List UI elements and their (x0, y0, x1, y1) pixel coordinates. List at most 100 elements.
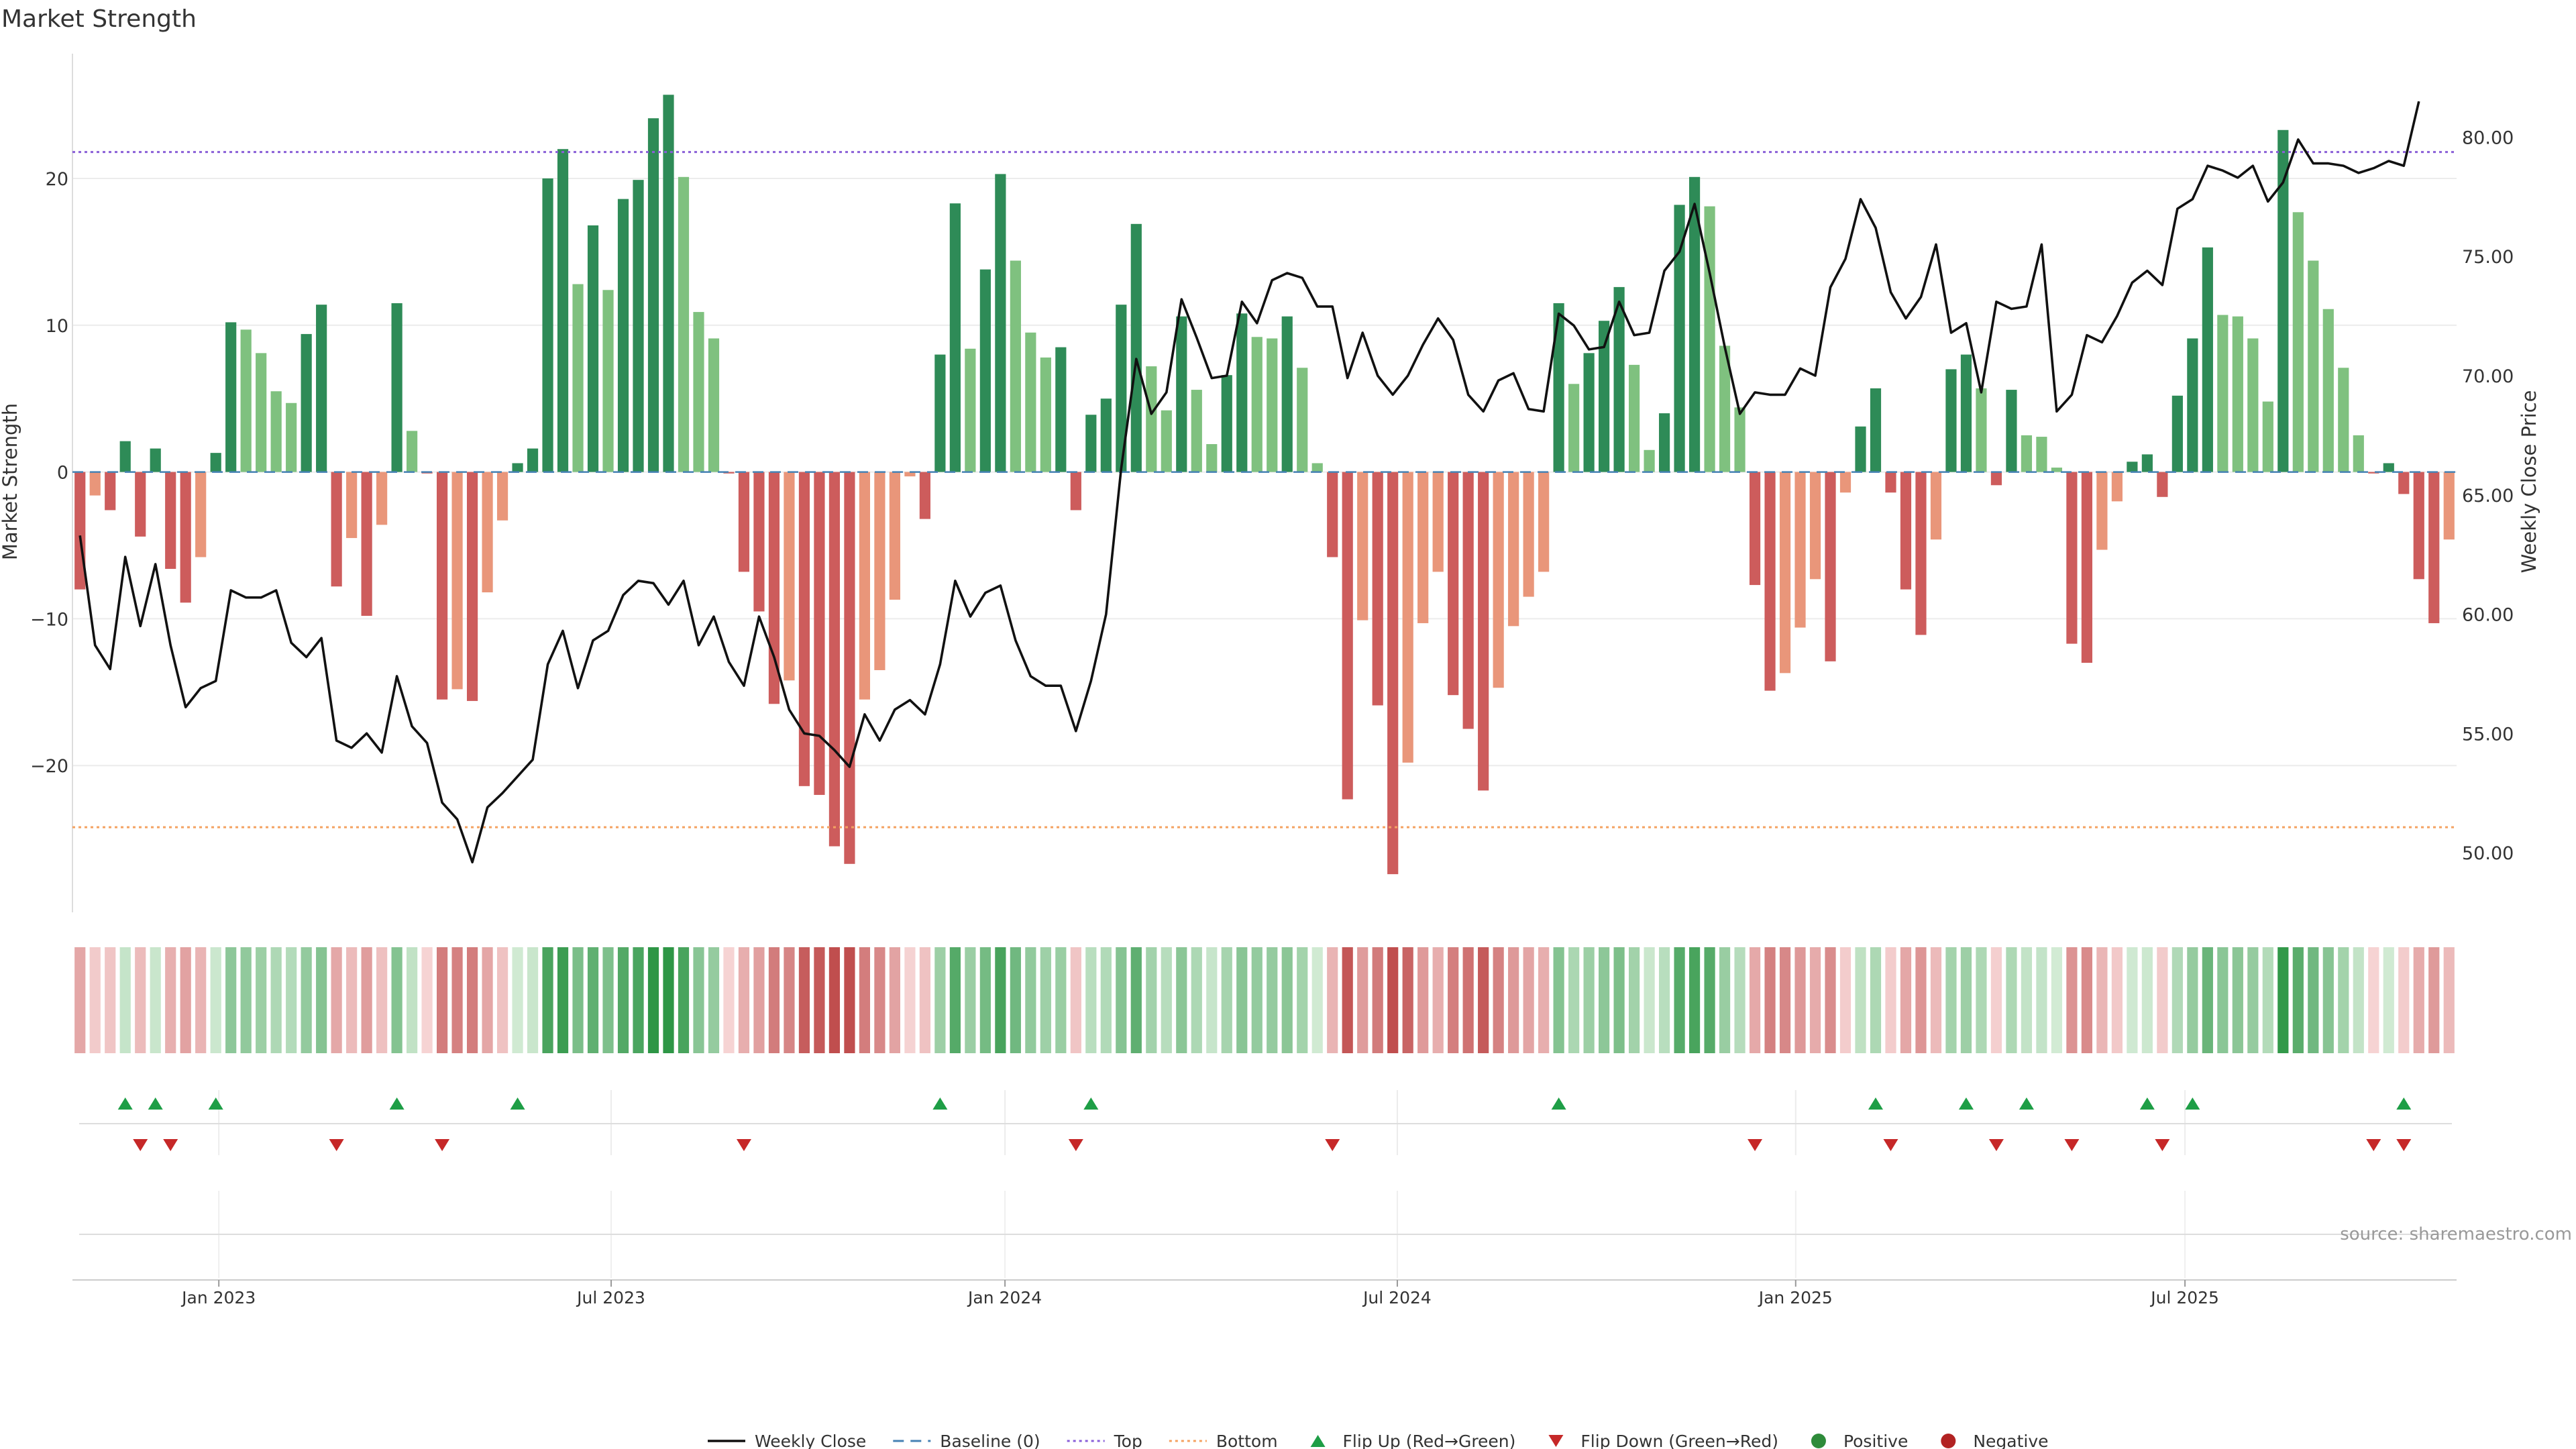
strength-bar (301, 333, 312, 472)
strength-bar (1085, 415, 1097, 472)
heat-cell (1297, 947, 1308, 1053)
strength-bar (1960, 354, 1972, 472)
heat-cell (346, 947, 358, 1053)
main-panel: −20 −10 0 10 20 50.00 55.00 60.00 65.00 70.00 75.0… (30, 54, 2514, 912)
strength-bar (2036, 437, 2047, 472)
heat-cell (768, 947, 780, 1053)
strength-bar (496, 472, 508, 521)
heat-cell (874, 947, 885, 1053)
strength-bar (965, 348, 976, 472)
y2-tick-label: 70.00 (2462, 366, 2514, 387)
strength-bar (376, 472, 388, 525)
strength-bar (2202, 247, 2213, 472)
heat-cell (466, 947, 478, 1053)
strength-bar (542, 178, 553, 472)
heat-cell (1327, 947, 1338, 1053)
legend-item: Flip Down (Green→Red) (1548, 1432, 1778, 1449)
flip-down-marker (1988, 1139, 2004, 1151)
heat-cell (316, 947, 327, 1053)
flip-up-marker (148, 1097, 163, 1110)
strength-bar (1704, 206, 1715, 472)
strength-bar (165, 472, 176, 569)
flip-up-marker (1083, 1097, 1099, 1110)
heat-cell (1267, 947, 1278, 1053)
heat-cell (2081, 947, 2093, 1053)
strength-bar (2006, 390, 2017, 472)
strength-bar (89, 472, 101, 496)
heat-cell (602, 947, 614, 1053)
heat-cell (633, 947, 644, 1053)
heat-cell (2383, 947, 2394, 1053)
flip-up-marker (117, 1097, 133, 1110)
strength-bar (1583, 353, 1595, 472)
strength-bar (270, 391, 282, 472)
strength-bar (1809, 472, 1821, 580)
y-tick-label: −10 (30, 609, 68, 630)
legend-item: Bottom (1169, 1432, 1278, 1449)
flip-up-marker (389, 1097, 405, 1110)
heat-cell (1990, 947, 2002, 1053)
flip-up-marker (208, 1097, 223, 1110)
flip-up-marker (1868, 1097, 1883, 1110)
strength-bar (2232, 316, 2243, 472)
y2-tick-label: 80.00 (2462, 127, 2514, 148)
heat-cell (361, 947, 372, 1053)
strength-bar (2262, 401, 2273, 472)
flip-up-marker (2139, 1097, 2155, 1110)
empty-sub-panel (79, 1191, 2452, 1278)
strength-bar (1538, 472, 1550, 572)
heat-cell (527, 947, 539, 1053)
strength-bar (2157, 472, 2168, 497)
heat-cell (2202, 947, 2213, 1053)
heat-cell (1010, 947, 1021, 1053)
strength-bar (2428, 472, 2440, 623)
legend-item: Weekly Close (708, 1432, 866, 1449)
strength-bar (874, 472, 885, 670)
heat-cell (135, 947, 146, 1053)
strength-bar (1100, 398, 1112, 472)
heat-cell (256, 947, 267, 1053)
heat-cell (74, 947, 86, 1053)
strength-bar (527, 448, 539, 472)
heat-cell (376, 947, 388, 1053)
heat-cell (587, 947, 599, 1053)
heat-cell (2157, 947, 2168, 1053)
heat-cell (1085, 947, 1097, 1053)
strength-bar (451, 472, 463, 690)
strength-bar (1930, 472, 1942, 540)
strength-bar (904, 472, 916, 477)
heat-cell (2428, 947, 2440, 1053)
flip-down-marker (1325, 1139, 1340, 1151)
heat-cell (2066, 947, 2078, 1053)
heat-cell (1613, 947, 1625, 1053)
x-tick-label: Jul 2025 (2149, 1288, 2219, 1307)
legend-item: Positive (1811, 1432, 1908, 1449)
strength-bar (1191, 390, 1202, 472)
strength-bar (2021, 435, 2033, 472)
heat-cell (1116, 947, 1127, 1053)
heat-cell (2398, 947, 2410, 1053)
heat-cell (693, 947, 704, 1053)
heat-cell (723, 947, 735, 1053)
strength-bar (1900, 472, 1912, 590)
strength-bar (2308, 260, 2319, 472)
strength-bar (995, 174, 1006, 472)
x-tick-label: Jan 2024 (967, 1288, 1042, 1307)
heat-cell (2141, 947, 2153, 1053)
flip-down-marker (1883, 1139, 1898, 1151)
heat-cell (2127, 947, 2138, 1053)
strength-bar (784, 472, 795, 681)
heat-cell (1311, 947, 1323, 1053)
legend-swatch-circle (1811, 1434, 1826, 1448)
strength-bar (693, 312, 704, 472)
strength-bar (1267, 338, 1278, 472)
heat-cell (647, 947, 659, 1053)
strength-bar (1478, 472, 1489, 791)
strength-bar (1825, 472, 1836, 661)
strength-bar (1855, 426, 1866, 472)
strength-bar (2096, 472, 2108, 550)
heat-cell (1508, 947, 1519, 1053)
heat-cell (1448, 947, 1459, 1053)
strength-bar (1749, 472, 1761, 586)
heat-cell (1855, 947, 1866, 1053)
